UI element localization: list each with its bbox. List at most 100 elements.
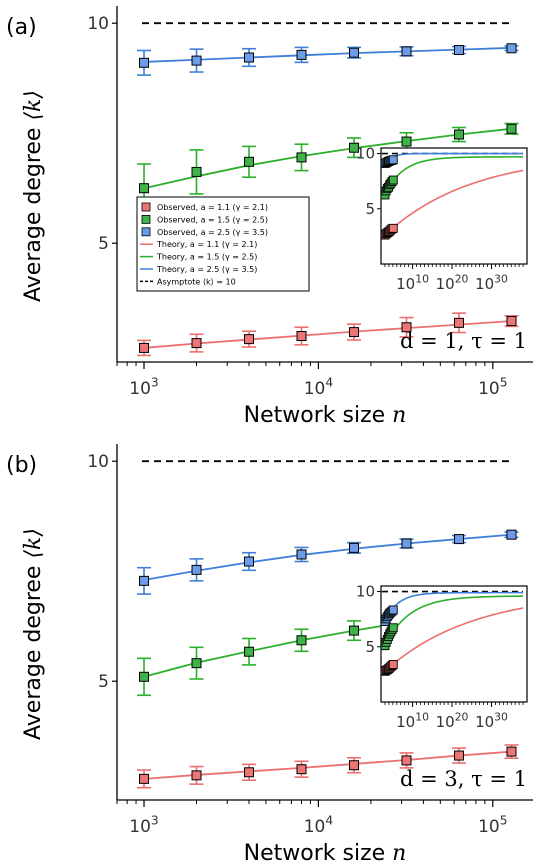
legend-label: Observed, a = 2.5 (γ = 3.5) (157, 228, 268, 237)
x-axis-label: Network size n (244, 841, 407, 866)
data-point (139, 671, 150, 682)
data-point (349, 327, 360, 338)
data-point (139, 342, 150, 353)
data-point (401, 755, 412, 766)
data-point (296, 331, 307, 342)
data-point (454, 129, 465, 140)
data-point (244, 556, 255, 567)
y-tick-label: 5 (98, 672, 109, 692)
legend-label: Theory, a = 1.5 (γ = 2.5) (156, 253, 257, 262)
data-point (506, 123, 517, 134)
inset-x-tick-label: 1020 (436, 710, 469, 731)
data-point (191, 564, 202, 575)
data-point (244, 52, 255, 63)
data-point (244, 646, 255, 657)
data-point (191, 770, 202, 781)
data-point (401, 46, 412, 57)
inset-y-tick-label: 5 (365, 638, 375, 656)
x-tick-label: 104 (304, 813, 334, 837)
legend-label: Observed, a = 1.1 (γ = 2.1) (157, 203, 268, 212)
y-axis-label: Average degree ⟨k⟩ (21, 90, 46, 302)
inset-y-tick-label: 5 (365, 200, 375, 218)
inset-theory-1 (384, 156, 524, 196)
inset-theory-0 (384, 152, 524, 164)
x-tick-label: 105 (478, 375, 507, 399)
data-point (191, 338, 202, 349)
inset-data-point (388, 155, 398, 165)
data-point (296, 49, 307, 60)
inset-frame (380, 147, 528, 265)
data-point (139, 183, 150, 194)
annotation: d = 1, τ = 1 (400, 329, 527, 353)
data-point (454, 317, 465, 328)
inset-data-point (388, 659, 398, 669)
theory-line (143, 127, 512, 190)
data-point (506, 316, 517, 327)
theory-line (143, 533, 512, 581)
theory-line (143, 750, 512, 780)
data-point (506, 746, 517, 757)
data-point (139, 575, 150, 586)
legend-label: Theory, a = 2.5 (γ = 3.5) (156, 265, 257, 274)
data-point (349, 760, 360, 771)
series-1 (137, 122, 519, 214)
inset-theory-2 (384, 169, 524, 236)
data-point (349, 625, 360, 636)
data-point (506, 529, 517, 540)
legend-marker (141, 227, 151, 237)
inset-x-tick-label: 1010 (396, 272, 429, 293)
data-point (244, 767, 255, 778)
data-point (454, 534, 465, 545)
data-point (191, 658, 202, 669)
annotation: d = 3, τ = 1 (400, 767, 527, 791)
x-tick-label: 103 (129, 813, 158, 837)
data-point (454, 45, 465, 56)
inset-y-tick-label: 10 (356, 145, 375, 163)
x-axis-label: Network size n (244, 403, 407, 428)
inset-theory-2 (384, 607, 524, 672)
legend-label: Asymptote ⟨k⟩ = 10 (157, 277, 236, 286)
data-point (244, 156, 255, 167)
data-point (349, 142, 360, 153)
x-tick-label: 105 (478, 813, 507, 837)
data-point (401, 538, 412, 549)
data-point (244, 334, 255, 345)
legend-marker (141, 202, 151, 212)
data-point (454, 750, 465, 761)
data-point (139, 57, 150, 68)
inset-x-tick-label: 1030 (475, 710, 508, 731)
inset-frame (380, 585, 528, 703)
legend-label: Theory, a = 1.1 (γ = 2.1) (156, 240, 257, 249)
data-point (349, 542, 360, 553)
y-tick-label: 10 (87, 452, 109, 472)
series-2 (137, 744, 519, 789)
data-point (296, 635, 307, 646)
series-2 (137, 312, 519, 357)
inset-data-point (388, 175, 398, 185)
panel-label: (b) (6, 453, 37, 478)
data-point (349, 47, 360, 58)
inset-x-tick-label: 1030 (475, 272, 508, 293)
data-point (506, 43, 517, 54)
data-point (401, 136, 412, 147)
legend-marker (141, 214, 151, 224)
inset-theory-1 (384, 595, 524, 647)
data-point (296, 549, 307, 560)
legend-box (136, 196, 310, 292)
inset-theory-0 (384, 591, 524, 622)
data-point (296, 764, 307, 775)
data-point (191, 166, 202, 177)
inset-data-point (388, 605, 398, 615)
legend: Observed, a = 1.1 (γ = 2.1) Observed, a =… (136, 196, 310, 292)
inset-data-point (388, 223, 398, 233)
inset-x-tick-label: 1020 (436, 272, 469, 293)
legend-label: Observed, a = 1.5 (γ = 2.5) (157, 215, 268, 224)
inset-data-point (388, 623, 398, 633)
data-point (296, 152, 307, 163)
theory-line (143, 46, 512, 63)
